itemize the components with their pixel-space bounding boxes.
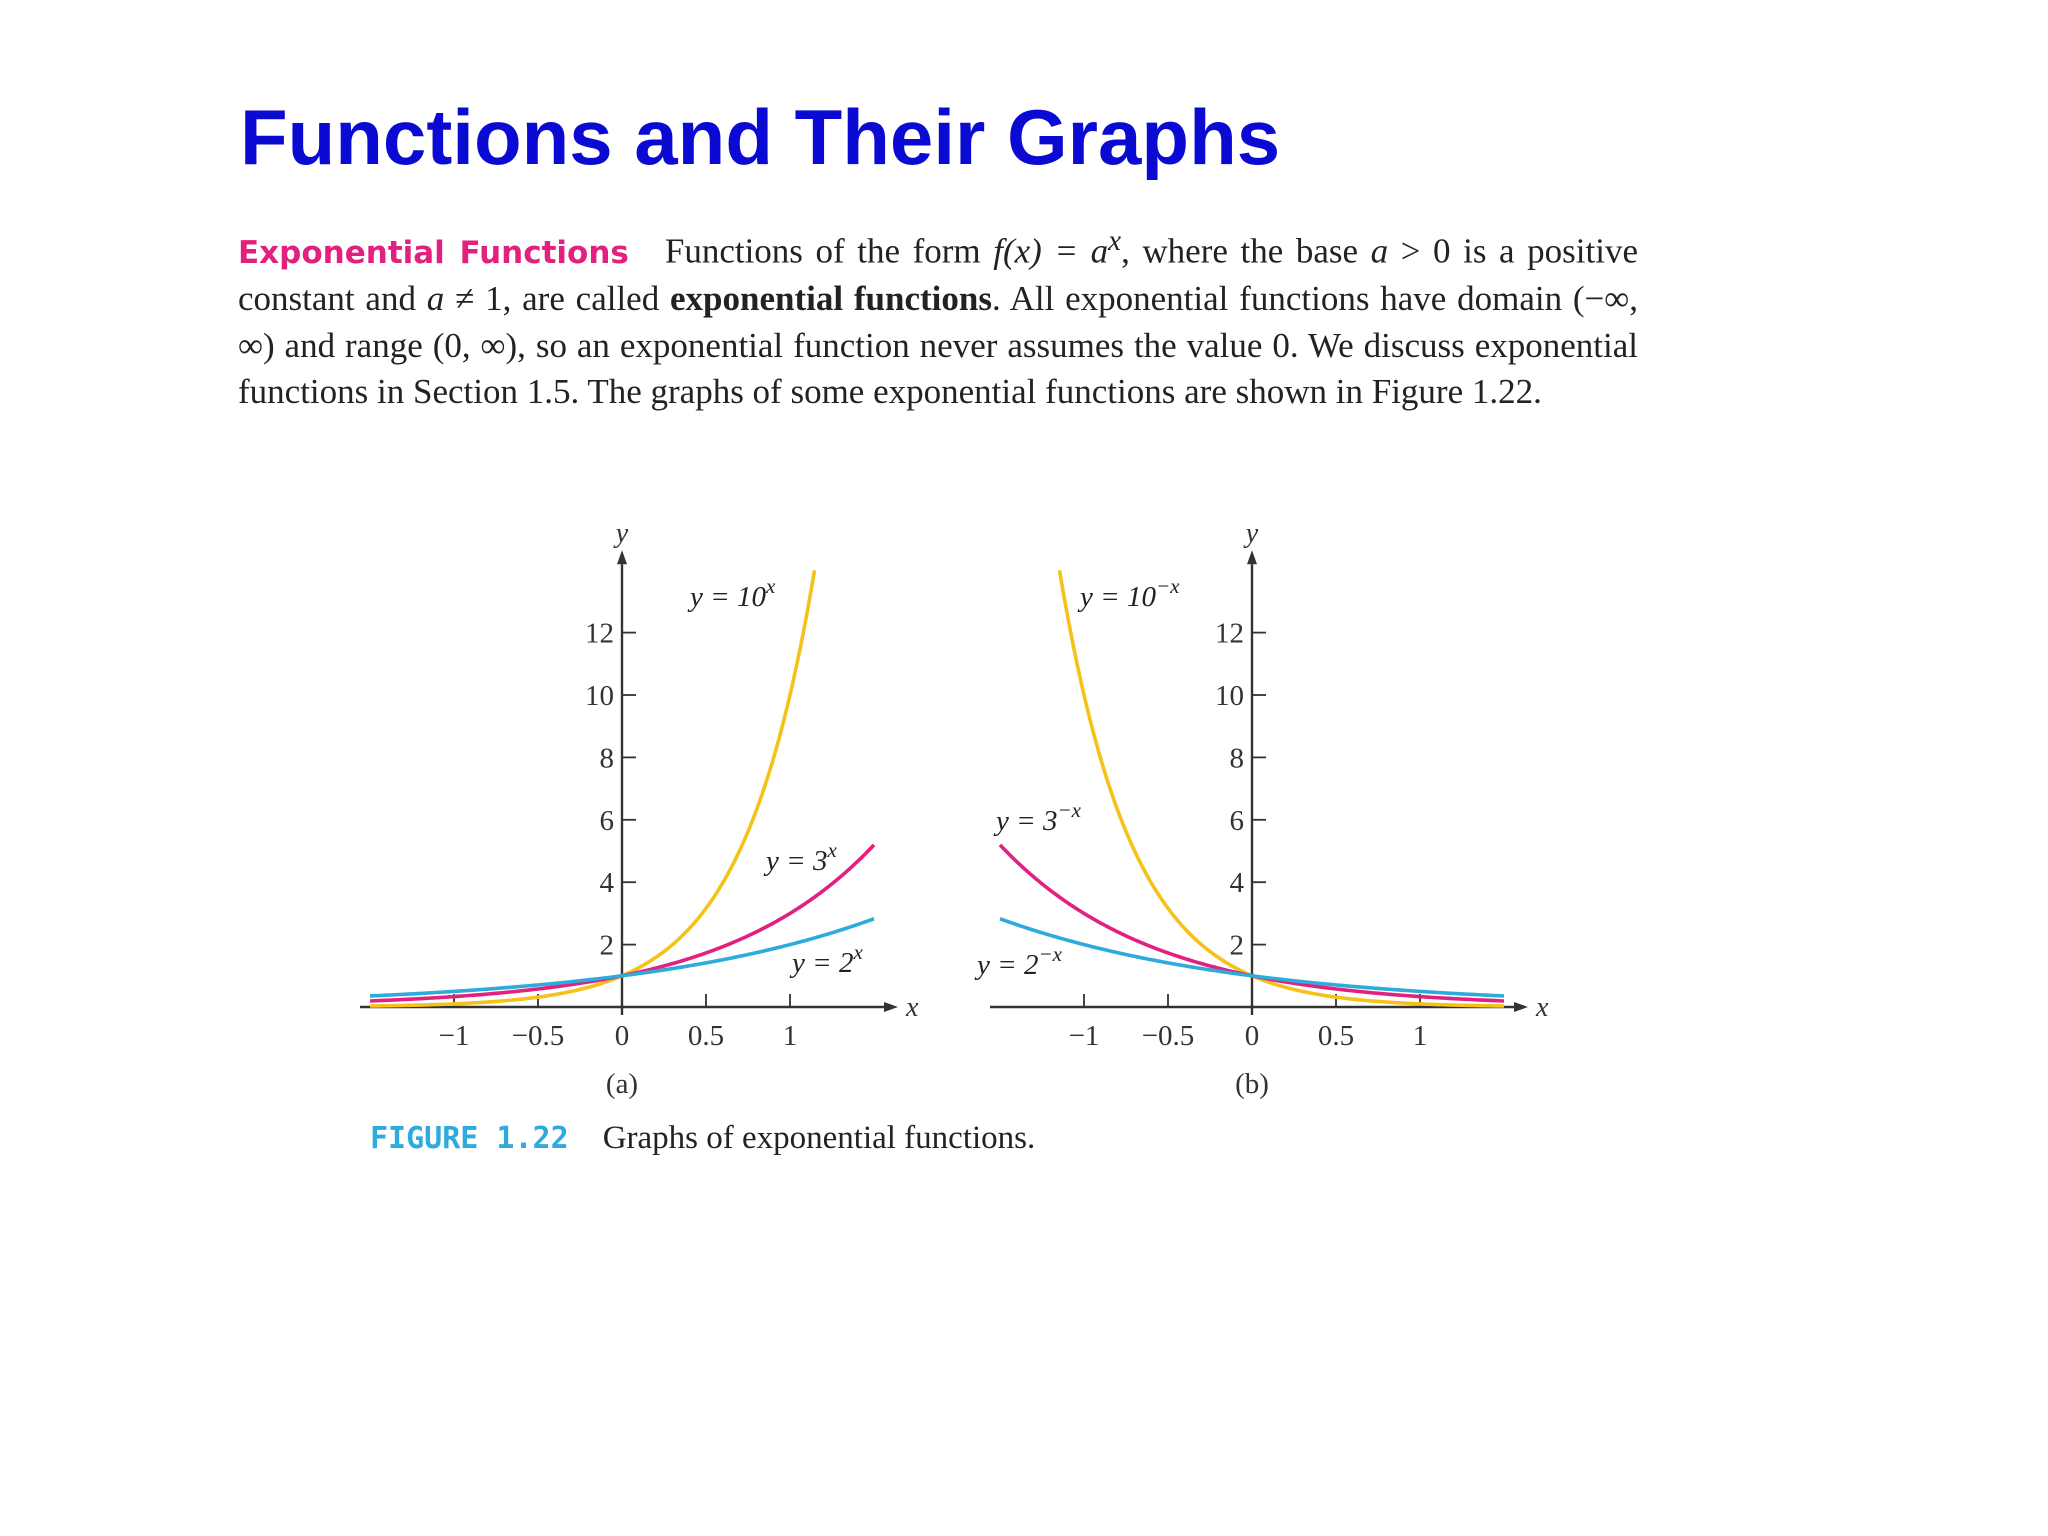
x-tick-label: −0.5 xyxy=(1142,1020,1195,1052)
body-text-5: . All exponential functions have domain … xyxy=(238,279,1638,412)
body-text-3: > 0 is a positive constant and xyxy=(238,231,1639,319)
series-label-exponent: x xyxy=(852,940,863,964)
y-tick-label: 8 xyxy=(600,742,615,774)
x-tick-label: 0 xyxy=(1245,1020,1260,1052)
y-tick-label: 10 xyxy=(1215,680,1244,712)
series-line-10-neg xyxy=(1057,570,1505,1008)
y-tick-label: 4 xyxy=(600,867,615,899)
series-line-2-neg xyxy=(999,917,1505,998)
y-tick-label: 4 xyxy=(1230,867,1245,899)
x-tick-label: 1 xyxy=(1413,1020,1428,1052)
series-label: y = 10x xyxy=(687,574,776,613)
y-axis-arrow xyxy=(617,550,627,565)
y-axis-arrow xyxy=(1247,550,1257,565)
x-axis-arrow xyxy=(1514,1002,1528,1012)
x-tick-label: 0.5 xyxy=(688,1020,724,1052)
y-axis-label: y xyxy=(1243,518,1259,549)
series-label-exponent: −x xyxy=(1038,942,1062,966)
series-label-exponent: x xyxy=(826,838,837,862)
series-label: y = 2−x xyxy=(974,942,1063,981)
y-tick-label: 10 xyxy=(585,680,614,712)
series-label-name: y = 3 xyxy=(763,845,827,877)
base-a-2: a xyxy=(426,279,445,319)
series-label: y = 10−x xyxy=(1077,574,1180,613)
figure-label: FIGURE 1.22 xyxy=(370,1121,569,1156)
x-tick-label: 0.5 xyxy=(1318,1020,1354,1052)
series-label-name: y = 2 xyxy=(789,947,853,979)
series-label-name: y = 10 xyxy=(687,581,766,613)
body-text-2: , where the base xyxy=(1121,231,1371,271)
y-tick-label: 12 xyxy=(585,618,614,650)
function-definition: f(x) = a xyxy=(993,231,1109,271)
base-a-1: a xyxy=(1370,231,1389,271)
series-label: y = 3−x xyxy=(993,798,1082,837)
x-tick-label: −0.5 xyxy=(512,1020,565,1052)
series-label-name: y = 3 xyxy=(993,805,1057,837)
series-label-name: y = 10 xyxy=(1077,581,1156,613)
exponent-x: x xyxy=(1108,225,1122,257)
series-label-exponent: −x xyxy=(1156,574,1180,598)
y-tick-label: 8 xyxy=(1230,742,1245,774)
y-tick-label: 6 xyxy=(1230,805,1245,837)
body-text-1: Functions of the form xyxy=(664,231,994,271)
series-line-2-pos xyxy=(369,917,875,998)
panel-label: (a) xyxy=(606,1068,638,1100)
y-axis-label: y xyxy=(613,518,629,549)
series-label-exponent: −x xyxy=(1057,798,1081,822)
body-text-4: ≠ 1, are called xyxy=(444,279,671,319)
panel-label: (b) xyxy=(1235,1068,1269,1100)
x-axis-label: x xyxy=(1535,992,1549,1023)
series-label-exponent: x xyxy=(765,574,776,598)
series-label: y = 2x xyxy=(789,940,863,979)
body-paragraph: Exponential Functions Functions of the fo… xyxy=(238,218,1638,416)
y-tick-label: 2 xyxy=(600,930,615,962)
section-heading: Exponential Functions xyxy=(238,234,629,271)
y-tick-label: 6 xyxy=(600,805,615,837)
x-tick-label: −1 xyxy=(439,1020,470,1052)
x-tick-label: 0 xyxy=(615,1020,630,1052)
x-axis-arrow xyxy=(884,1002,898,1012)
x-axis-label: x xyxy=(905,992,919,1023)
figure-caption-text: Graphs of exponential functions. xyxy=(602,1120,1036,1156)
y-tick-label: 12 xyxy=(1215,618,1244,650)
slide-title: Functions and Their Graphs xyxy=(240,93,1281,181)
figure-caption: FIGURE 1.22 Graphs of exponential functio… xyxy=(370,1120,1035,1157)
x-tick-label: 1 xyxy=(783,1020,798,1052)
bold-term: exponential functions xyxy=(670,279,992,319)
series-label-name: y = 2 xyxy=(974,949,1038,981)
series-label: y = 3x xyxy=(763,838,837,877)
y-tick-label: 2 xyxy=(1230,930,1245,962)
x-tick-label: −1 xyxy=(1069,1020,1100,1052)
series-line-10-pos xyxy=(369,570,817,1008)
